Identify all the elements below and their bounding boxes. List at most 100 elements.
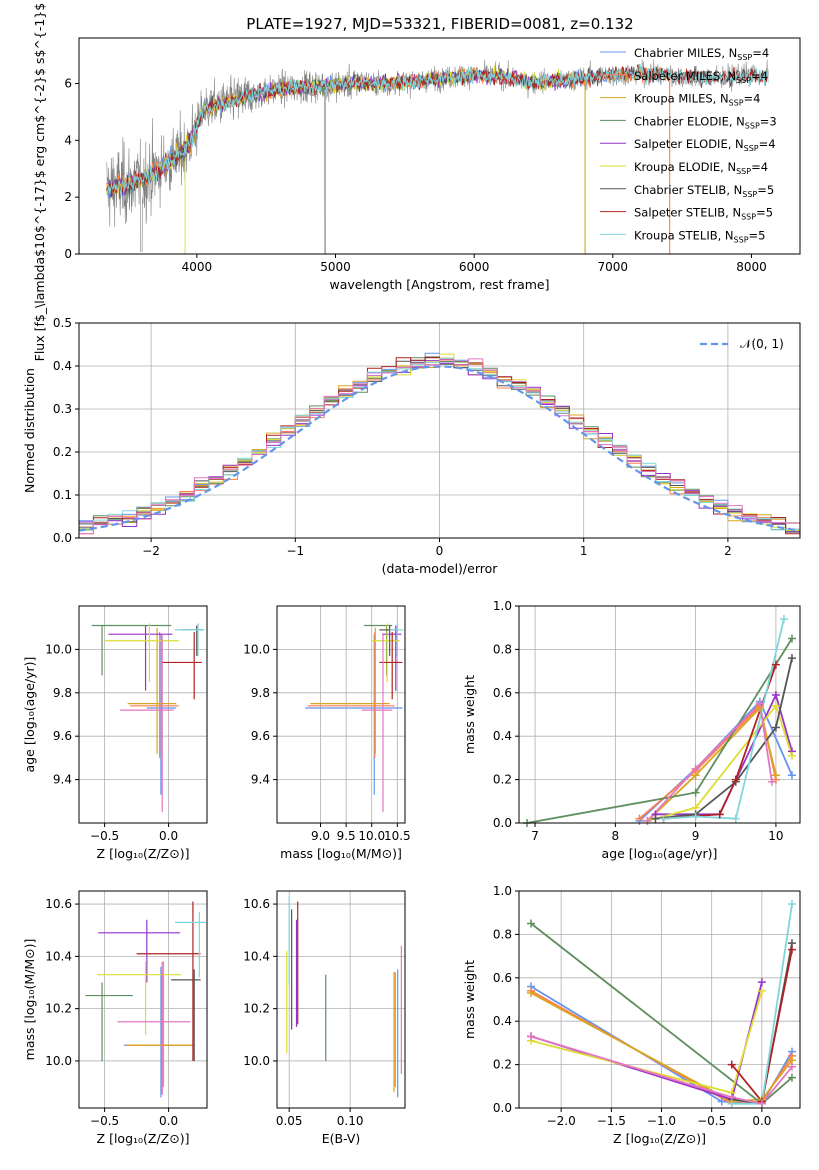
x-axis-label: E(B-V) <box>322 1131 361 1146</box>
y-tick-label: 0.0 <box>493 1101 512 1115</box>
panel-residuals: 𝒩(0, 1) −2 −1 0 1 2 0.0 0.1 0.2 0.3 0.4 0.5 (data-mo… <box>22 316 801 576</box>
plot-area-age-vs-mass <box>277 606 405 823</box>
y-tick-label: 9.4 <box>251 773 270 787</box>
y-tick-label: 0.0 <box>493 816 512 830</box>
y-tick-label: 1.0 <box>493 884 512 898</box>
plus-marker <box>787 1073 796 1082</box>
y-tick-label: 10.6 <box>243 897 270 911</box>
plus-marker <box>691 788 700 797</box>
x-axis-label: Z [log₁₀(Z/Z⊙)] <box>613 1131 706 1146</box>
panel-massweight-vs-Z: −2.0 −1.5 −1.0 −0.5 0.0 0.0 0.2 0.4 0.6 0.8 1.0 Z [… <box>462 884 801 1146</box>
histogram-step <box>79 357 800 535</box>
plus-marker <box>731 775 740 784</box>
x-tick-label: −2.0 <box>547 1114 576 1128</box>
legend-subscript: SSP <box>734 235 749 244</box>
plus-marker <box>691 764 700 773</box>
plus-marker <box>771 701 780 710</box>
y-tick-label: 9.8 <box>53 686 72 700</box>
x-axis-label: Z [log₁₀(Z/Z⊙)] <box>97 846 190 861</box>
x-tick-label: −0.5 <box>90 829 119 843</box>
figure-title: PLATE=1927, MJD=53321, FIBERID=0081, z=0… <box>246 15 633 33</box>
plus-marker <box>771 723 780 732</box>
plus-marker <box>727 1093 736 1102</box>
plus-marker <box>659 814 668 823</box>
histogram-step <box>79 353 800 534</box>
plus-marker <box>767 777 776 786</box>
plus-marker <box>727 1060 736 1069</box>
plus-marker <box>787 751 796 760</box>
x-tick-label: 9 <box>692 829 700 843</box>
plus-marker <box>651 814 660 823</box>
plus-marker <box>771 660 780 669</box>
legend-suffix: =5 <box>757 183 774 197</box>
y-tick-label: 6 <box>64 76 72 90</box>
plus-marker <box>715 810 724 819</box>
legend-subscript: SSP <box>742 190 757 199</box>
y-tick-label: 9.8 <box>251 686 270 700</box>
y-tick-label: 10.0 <box>243 1054 270 1068</box>
x-tick-label: 10.0 <box>358 829 385 843</box>
legend-suffix: =4 <box>751 69 768 83</box>
y-tick-label: 0.1 <box>53 488 72 502</box>
legend-subscript: SSP <box>736 167 751 176</box>
legend-suffix: =4 <box>751 160 768 174</box>
y-tick-label: 10.2 <box>243 1002 270 1016</box>
legend-entry: Salpeter STELIB, NSSP=5 <box>634 206 773 222</box>
plus-marker <box>779 615 788 624</box>
legend-subscript: SSP <box>736 76 751 85</box>
y-tick-label: 4 <box>64 133 72 147</box>
x-tick-label: −0.5 <box>697 1114 726 1128</box>
x-tick-label: −1.0 <box>647 1114 676 1128</box>
x-tick-label: 10 <box>768 829 783 843</box>
plus-marker <box>527 1032 536 1041</box>
histogram-step <box>79 357 800 535</box>
y-tick-label: 0.4 <box>53 359 72 373</box>
histogram-step <box>79 359 800 535</box>
plus-marker <box>527 919 536 928</box>
weight-line <box>646 701 773 822</box>
histogram-step <box>79 360 800 532</box>
plus-marker <box>787 634 796 643</box>
y-tick-label: 0.2 <box>493 1058 512 1072</box>
axes-frame <box>276 605 406 824</box>
legend-entry: Salpeter ELODIE, NSSP=4 <box>634 137 776 153</box>
legend-entry: Salpeter MILES, NSSP=4 <box>634 69 768 85</box>
y-tick-label: 0.6 <box>493 971 512 985</box>
histogram-step <box>79 357 800 531</box>
plot-area-mass-vs-Z <box>79 891 207 1108</box>
y-tick-label: 0.8 <box>493 642 512 656</box>
y-tick-label: 10.2 <box>45 1002 72 1016</box>
x-axis-label: age [log₁₀(age/yr)] <box>602 846 718 861</box>
y-tick-label: 10.0 <box>45 642 72 656</box>
x-axis-label: mass [log₁₀(M/M⊙)] <box>280 846 402 861</box>
y-tick-label: 0.2 <box>53 445 72 459</box>
model-line <box>106 63 769 196</box>
y-tick-label: 10.0 <box>243 642 270 656</box>
plot-area-age-vs-Z <box>79 606 207 823</box>
histogram-step <box>79 356 800 533</box>
x-tick-label: −2 <box>142 544 160 558</box>
y-tick-label: 10.6 <box>45 897 72 911</box>
legend-entry: Chabrier ELODIE, NSSP=3 <box>634 114 777 130</box>
x-tick-label: 0.0 <box>752 1114 771 1128</box>
legend-text: Salpeter MILES, N <box>634 69 736 83</box>
panel-massweight-vs-age: 7 8 9 10 0.0 0.2 0.4 0.6 0.8 1.0 age [log₁₀(age/yr… <box>462 599 801 861</box>
plus-marker <box>757 978 766 987</box>
x-tick-label: 0 <box>436 544 444 558</box>
plus-marker <box>787 771 796 780</box>
panel-mass-vs-EBV: 0.05 0.10 10.0 10.2 10.4 10.6 E(B-V) <box>243 890 406 1146</box>
legend-suffix: =4 <box>759 137 776 151</box>
y-tick-label: 0.3 <box>53 402 72 416</box>
legend-suffix: =4 <box>752 46 769 60</box>
legend-text: Kroupa STELIB, N <box>634 228 734 242</box>
y-tick-label: 0.0 <box>53 531 72 545</box>
legend-entry: 𝒩(0, 1) <box>740 337 784 351</box>
histogram-step <box>79 357 800 528</box>
plus-marker <box>635 814 644 823</box>
axes-frame <box>78 605 208 824</box>
y-tick-label: 0.8 <box>493 927 512 941</box>
legend-subscript: SSP <box>729 99 744 108</box>
